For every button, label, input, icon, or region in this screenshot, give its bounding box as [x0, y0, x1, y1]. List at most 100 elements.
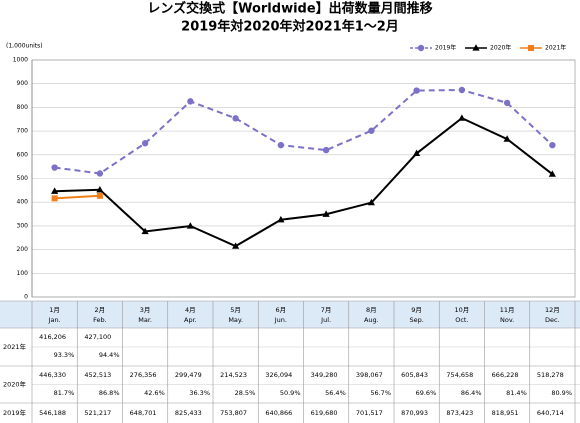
cell-ratio: 86.8%: [99, 389, 120, 397]
cell-ratio: 50.9%: [280, 389, 301, 397]
cell-value: 214,523: [220, 371, 247, 379]
month-en: Nov.: [500, 316, 514, 324]
point: [417, 44, 425, 52]
month-en: Jul.: [320, 316, 331, 324]
row-label: 2019年: [3, 408, 27, 417]
cell-ratio: 36.3%: [189, 389, 210, 397]
month-en: Dec.: [545, 316, 560, 324]
point: [503, 135, 511, 142]
series-line: [54, 116, 553, 248]
cell-value: 326,094: [265, 371, 292, 379]
y-tick-label: 700: [17, 128, 29, 135]
point: [413, 149, 421, 157]
cell-value: 427,100: [84, 333, 111, 341]
point: [96, 185, 104, 193]
point: [322, 146, 330, 154]
chart-title: レンズ交換式【Worldwide】出荷数量月間推移: [147, 1, 432, 17]
series-line: [54, 88, 554, 175]
month-en: Aug.: [364, 316, 379, 324]
month-en: Oct.: [455, 316, 468, 324]
cell-ratio: 80.9%: [551, 389, 572, 397]
cell-value: 452,513: [84, 371, 111, 379]
month-ja: 12月: [545, 306, 560, 314]
point: [51, 164, 58, 171]
cell-value: 521,217: [84, 409, 111, 417]
cell-value: 398,067: [356, 371, 383, 379]
point: [413, 87, 420, 94]
month-ja: 1月: [49, 306, 60, 314]
month-ja: 2月: [95, 306, 106, 314]
y-tick-label: 900: [17, 80, 29, 87]
cell-ratio: 94.4%: [99, 351, 120, 359]
month-ja: 8月: [366, 306, 377, 314]
cell-value: 753,807: [220, 409, 247, 417]
y-tick-label: 400: [17, 199, 29, 206]
point: [322, 210, 330, 217]
legend-label: 2020年: [490, 44, 511, 52]
point: [141, 140, 149, 147]
cell-value: 546,188: [39, 409, 66, 417]
month-en: Mar.: [138, 316, 152, 324]
cell-value: 640,714: [537, 409, 564, 417]
cell-ratio: 81.7%: [54, 389, 75, 397]
month-en: Jan.: [48, 316, 61, 324]
point: [472, 44, 480, 51]
cell-ratio: 69.6%: [416, 389, 437, 397]
y-tick-label: 500: [17, 175, 29, 182]
cell-ratio: 81.4%: [506, 389, 527, 397]
cell-ratio: 56.4%: [325, 389, 346, 397]
point: [458, 86, 466, 94]
point: [458, 114, 466, 121]
point: [503, 99, 511, 107]
y-tick-label: 300: [17, 222, 29, 229]
y-tick-label: 1000: [13, 57, 28, 64]
point: [187, 98, 194, 105]
point: [368, 127, 375, 134]
plot-frame: [31, 59, 576, 298]
cell-value: 605,843: [401, 371, 428, 379]
point: [277, 141, 285, 149]
cell-value: 640,866: [265, 409, 292, 417]
y-tick-label: 0: [24, 294, 28, 301]
month-ja: 3月: [140, 306, 151, 314]
point: [96, 170, 104, 177]
point: [367, 198, 375, 206]
cell-value: 701,517: [356, 409, 383, 417]
month-ja: 6月: [276, 306, 287, 314]
point: [549, 141, 556, 149]
cell-value: 446,330: [39, 371, 66, 379]
cell-ratio: 56.7%: [370, 389, 391, 397]
point: [51, 187, 59, 194]
point: [51, 195, 58, 202]
cell-ratio: 42.6%: [144, 389, 165, 397]
cell-ratio: 28.5%: [235, 389, 256, 397]
legend-label: 2019年: [435, 44, 456, 52]
month-ja: 9月: [411, 306, 422, 314]
month-ja: 11月: [500, 306, 515, 314]
month-en: Apr.: [184, 316, 197, 324]
series-line: [54, 194, 100, 200]
cell-value: 349,280: [311, 371, 338, 379]
chart-subtitle: 2019年対2020年対2021年1～2月: [181, 19, 399, 35]
cell-value: 870,993: [401, 409, 428, 417]
month-ja: 10月: [454, 306, 469, 314]
point: [186, 222, 194, 229]
point: [528, 45, 534, 51]
cell-value: 518,278: [537, 371, 564, 379]
point: [141, 227, 149, 235]
cell-value: 873,423: [446, 409, 473, 417]
cell-value: 648,701: [130, 409, 157, 417]
month-ja: 7月: [321, 306, 332, 314]
y-axis-label: (1,000units): [6, 43, 43, 50]
point: [277, 215, 285, 223]
cell-ratio: 93.3%: [54, 351, 75, 359]
cell-value: 276,356: [130, 371, 157, 379]
y-tick-label: 800: [17, 104, 29, 111]
point: [232, 242, 240, 249]
cell-value: 619,680: [311, 409, 338, 417]
month-en: Jun.: [274, 316, 287, 324]
cell-value: 666,228: [492, 371, 519, 379]
table-header-bg: [0, 301, 580, 328]
cell-value: 299,479: [175, 371, 202, 379]
